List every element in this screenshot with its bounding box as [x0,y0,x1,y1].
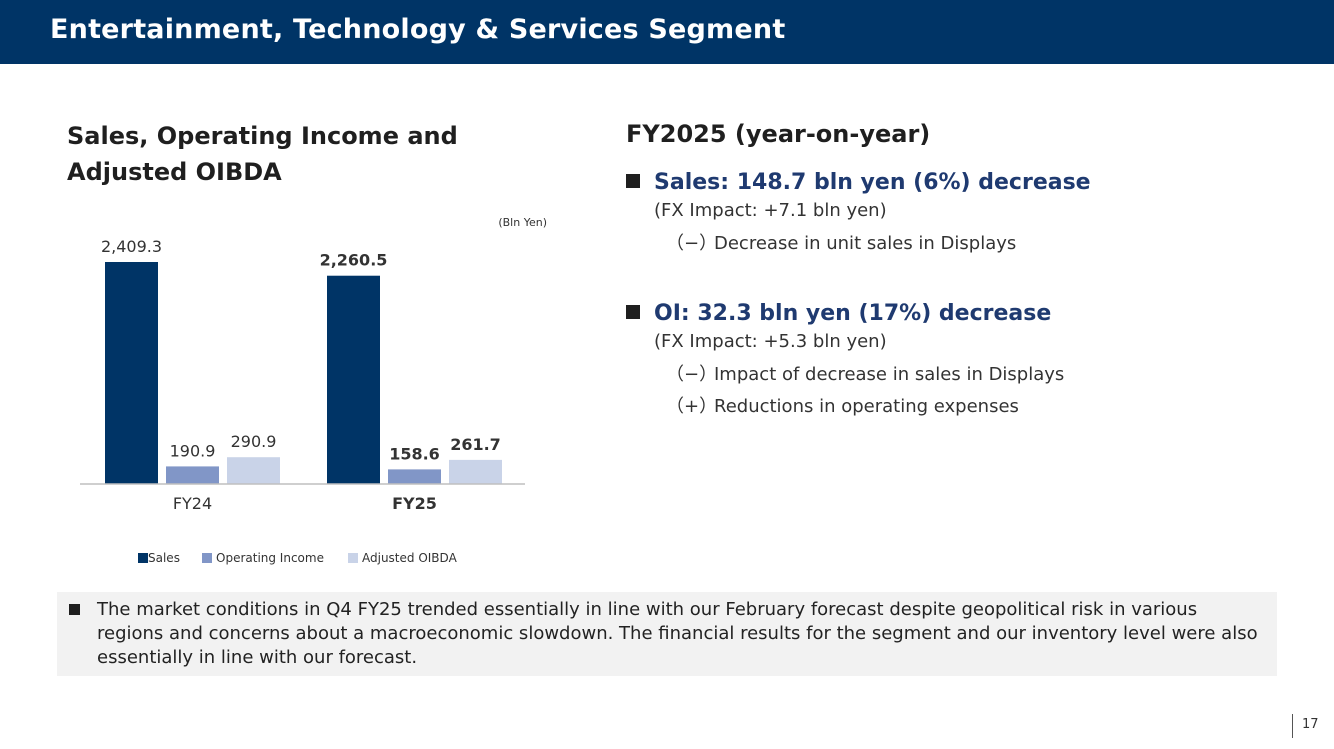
note-text: The market conditions in Q4 FY25 trended… [97,599,1258,668]
legend-label: Operating Income [216,551,324,565]
sales-item-text: Decrease in unit sales in Displays [714,233,1017,254]
yoy-title: FY2025 (year-on-year) [626,120,931,148]
legend-swatch [348,553,358,563]
category-label: FY24 [173,494,212,513]
note-box: The market conditions in Q4 FY25 trended… [57,592,1277,676]
data-label: 190.9 [170,441,216,460]
bar-sales [327,275,380,484]
oi-item: （−）Impact of decrease in sales in Displa… [666,359,1306,391]
oi-item-text: Impact of decrease in sales in Displays [714,364,1065,385]
bar-sales [105,262,158,484]
page-number: 17 [1302,717,1319,732]
minus-marker: （−） [666,364,718,385]
legend-label: Adjusted OIBDA [362,551,458,565]
page-divider [1292,714,1293,738]
chart-title: Sales, Operating Income and Adjusted OIB… [67,122,458,186]
data-label: 2,409.3 [101,237,162,256]
legend-label: Sales [148,551,180,565]
oi-item: （+）Reductions in operating expenses [666,391,1306,423]
square-bullet-icon [626,305,640,319]
square-bullet-icon [626,174,640,188]
bar-adjusted-oibda [227,457,280,484]
data-label: 158.6 [389,444,440,463]
minus-marker: （−） [666,233,718,254]
square-bullet-icon [69,604,80,615]
unit-label: (Bln Yen) [498,216,547,229]
sales-heading: Sales: 148.7 bln yen (6%) decrease [626,168,1306,198]
oi-section: OI: 32.3 bln yen (17%) decrease (FX Impa… [626,299,1306,423]
sales-heading-text: Sales: 148.7 bln yen (6%) decrease [654,170,1091,195]
legend-swatch [202,553,212,563]
oi-heading: OI: 32.3 bln yen (17%) decrease [626,299,1306,329]
oi-item-text: Reductions in operating expenses [714,396,1019,417]
sales-fx-impact: (FX Impact: +7.1 bln yen) [654,200,887,221]
sales-section: Sales: 148.7 bln yen (6%) decrease (FX I… [626,168,1306,260]
sales-item: （−）Decrease in unit sales in Displays [666,228,1306,260]
bar-chart: 2,409.3 190.9 290.9 FY24 2,260.5 158.6 261.7 FY… [80,216,547,565]
data-label: 290.9 [231,432,277,451]
bar-adjusted-oibda [449,459,502,484]
bar-operating-income [388,469,441,484]
header-bar: Entertainment, Technology & Services Seg… [0,0,1334,64]
legend-swatch [138,553,148,563]
plus-marker: （+） [666,396,718,417]
category-label: FY25 [392,494,437,513]
data-label: 2,260.5 [320,251,388,270]
oi-heading-text: OI: 32.3 bln yen (17%) decrease [654,301,1052,326]
bar-operating-income [166,466,219,484]
oi-fx-impact: (FX Impact: +5.3 bln yen) [654,331,887,352]
page-title: Entertainment, Technology & Services Seg… [50,14,786,45]
data-label: 261.7 [450,435,501,454]
